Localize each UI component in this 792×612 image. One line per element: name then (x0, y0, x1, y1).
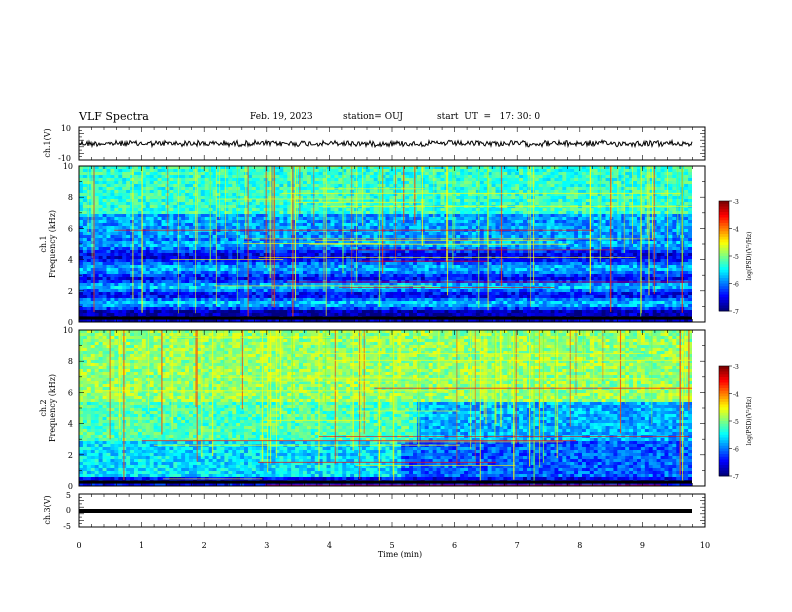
ch2-spectrogram-image (79, 330, 705, 487)
ch2-spectrogram-panel: 0 2 4 6 8 10 ch.2 Frequency (kHz) -3 -4 -5 -6 -7 l… (39, 326, 753, 491)
spec-ytick-label: 2 (68, 287, 73, 296)
colorbar-tick-label: -4 (733, 392, 739, 399)
time-xtick-label: 8 (577, 541, 582, 550)
ch2-colorbar: -3 -4 -5 -6 -7 log(PSD)(V²/Hz) (718, 364, 753, 481)
start-time-label: start UT = 17: 30: 0 (437, 112, 541, 122)
station-label: station= OUJ (343, 112, 404, 122)
spec-ytick-label: 10 (63, 326, 73, 335)
ch2-spec-yticks: 0 2 4 6 8 10 (63, 326, 73, 491)
colorbar-tick-label: -3 (733, 199, 739, 206)
ch3-waveform-panel: 5 0 -5 ch.3(V) 0 1 2 3 4 5 6 7 8 9 10 Time (min) (43, 491, 710, 559)
time-xtick-label: 10 (700, 541, 710, 550)
spec-ytick-label: 8 (68, 357, 73, 366)
axis-tick-marks (78, 126, 706, 528)
ch1-ylabel: ch.1(V) (43, 128, 52, 157)
ch3-ytick-top: 5 (66, 491, 71, 500)
colorbar-tick-label: -6 (733, 447, 739, 454)
colorbar-tick-label: -6 (733, 282, 739, 289)
time-xtick-label: 5 (389, 541, 394, 550)
spec-ytick-label: 4 (68, 420, 73, 429)
ch3-ytick-mid: 0 (66, 506, 71, 515)
ch1-spectrogram-image (79, 166, 705, 323)
ch1-waveform-line (78, 138, 693, 149)
spec-ytick-label: 2 (68, 451, 73, 460)
colorbar-tick-label: -7 (733, 309, 739, 316)
ch1-spectrogram-panel: 0 2 4 6 8 10 ch.1 Frequency (kHz) -3 -4 -5 -6 -7 l… (39, 162, 753, 327)
colorbar-tick-label: -7 (733, 474, 739, 481)
time-xlabel: Time (min) (378, 550, 422, 559)
colorbar-label: log(PSD)(V²/Hz) (746, 397, 753, 446)
ch1-ytick-top: 10 (61, 124, 71, 133)
time-xtick-label: 3 (264, 541, 269, 550)
spec-ytick-label: 0 (68, 482, 73, 491)
ch3-ytick-bottom: -5 (63, 522, 71, 531)
ch1-spec-ylabel: Frequency (kHz) (48, 210, 57, 278)
colorbar-tick-label: -4 (733, 227, 739, 234)
ch1-ytick-bottom: -10 (58, 154, 71, 163)
time-xtick-label: 6 (452, 541, 457, 550)
time-xtick-label: 9 (640, 541, 645, 550)
time-xtick-label: 4 (327, 541, 332, 550)
spec-ytick-label: 6 (68, 224, 73, 233)
ch3-ylabel: ch.3(V) (43, 495, 52, 524)
ch1-spec-yticks: 0 2 4 6 8 10 (63, 162, 73, 327)
ch1-colorbar: -3 -4 -5 -6 -7 log(PSD)(V²/Hz) (718, 199, 753, 316)
ch2-spec-ylabel: Frequency (kHz) (48, 374, 57, 442)
time-xtick-label: 2 (202, 541, 207, 550)
ch1-spec-channel-label: ch.1 (39, 235, 48, 252)
spec-ytick-label: 0 (68, 318, 73, 327)
date-label: Feb. 19, 2023 (250, 112, 313, 122)
figure-title: VLF Spectra (79, 110, 149, 123)
spec-ytick-label: 6 (68, 388, 73, 397)
ch2-spec-channel-label: ch.2 (39, 399, 48, 416)
spec-ytick-label: 4 (68, 256, 73, 265)
time-xticks: 0 1 2 3 4 5 6 7 8 9 10 (76, 541, 710, 550)
colorbar-label: log(PSD)(V²/Hz) (746, 232, 753, 281)
time-xtick-label: 1 (139, 541, 144, 550)
colorbar-tick-label: -5 (733, 419, 739, 426)
time-xtick-label: 0 (76, 541, 81, 550)
colorbar-tick-label: -5 (733, 254, 739, 261)
spec-ytick-label: 10 (63, 162, 73, 171)
time-xtick-label: 7 (515, 541, 520, 550)
colorbar-tick-label: -3 (733, 364, 739, 371)
ch1-waveform-panel: 10 -10 ch.1(V) (43, 124, 706, 163)
spec-ytick-label: 8 (68, 193, 73, 202)
